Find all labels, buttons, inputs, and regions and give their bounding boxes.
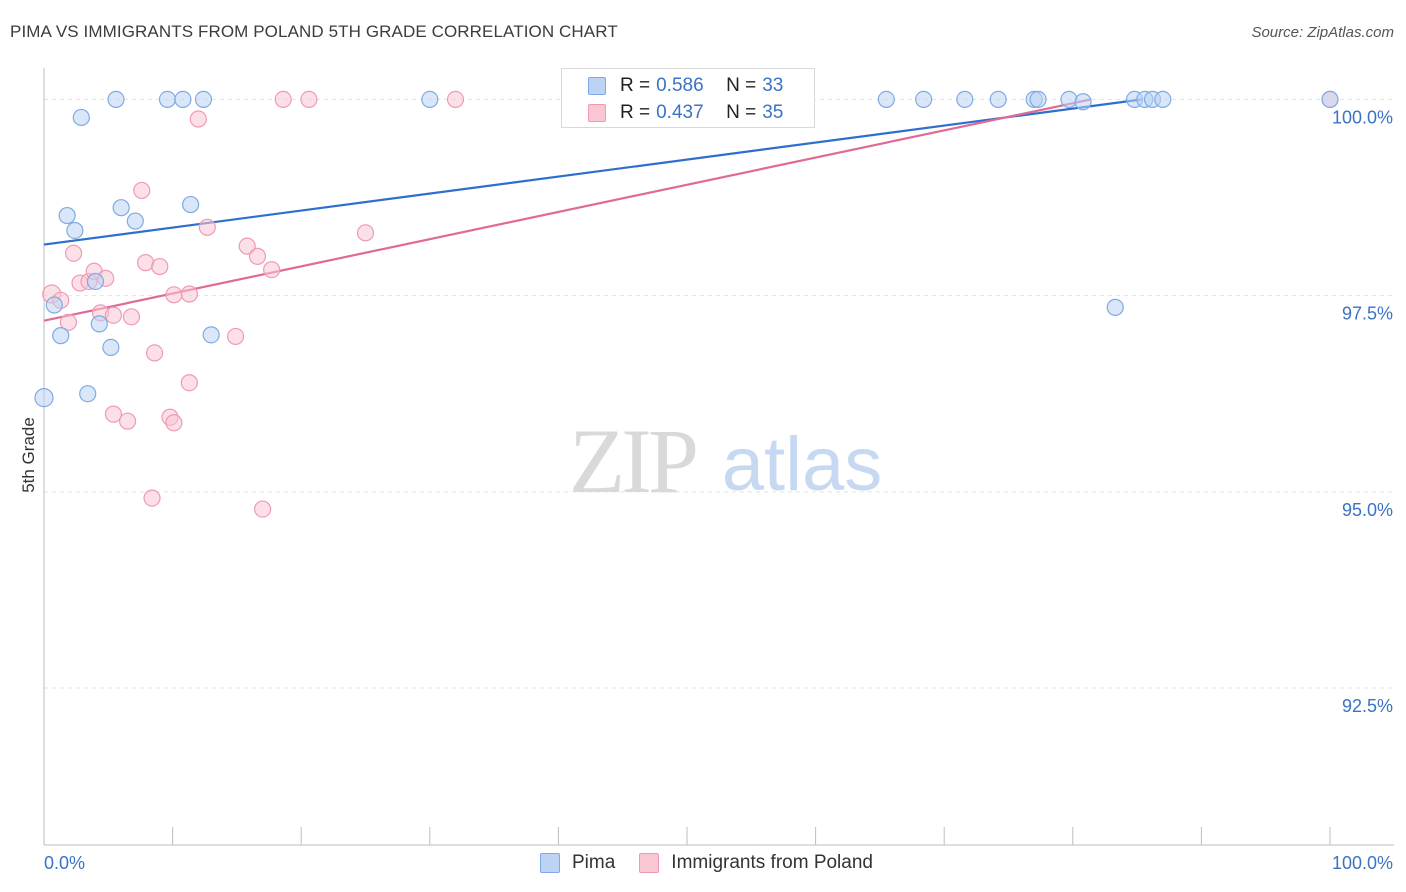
poland-point — [145, 344, 164, 362]
pima-r-label: R = — [620, 75, 651, 96]
pima-point — [1060, 90, 1078, 108]
watermark-atlas: atlas — [722, 422, 883, 507]
trend-layer — [43, 98, 1143, 322]
stats-legend-pima: R = 0.586 N = 33 — [588, 74, 783, 98]
pima-point — [1106, 298, 1124, 316]
poland-r-value: 0.437 — [656, 102, 704, 123]
pima-point — [174, 90, 192, 108]
y-tick-label: 100.0% — [1332, 107, 1393, 127]
pima-point — [66, 221, 84, 240]
legend-item-pima[interactable]: Pima — [540, 852, 615, 874]
poland-point — [446, 90, 465, 108]
poland-point — [189, 110, 207, 128]
axis-layer: 92.5% 95.0% 97.5% 100.0% — [43, 68, 1394, 846]
x-tick-label-max: 100.0% — [1332, 853, 1393, 873]
pima-point — [989, 90, 1007, 108]
pima-point — [956, 90, 974, 108]
pima-point — [86, 272, 105, 291]
poland-n-value: 35 — [762, 102, 784, 123]
poland-swatch-icon — [588, 104, 606, 122]
pima-point — [79, 385, 97, 403]
pima-point — [202, 326, 220, 344]
source-label: Source: ZipAtlas.com — [1251, 24, 1394, 41]
pima-point — [58, 206, 76, 225]
y-axis-label: 5th Grade — [19, 417, 38, 493]
poland-point — [133, 181, 151, 200]
pima-point — [52, 327, 70, 345]
pima-point — [72, 108, 90, 127]
pima-r-value: 0.586 — [656, 75, 704, 96]
pima-point — [158, 90, 177, 108]
legend-pima-label: Pima — [572, 852, 616, 873]
poland-point — [274, 90, 292, 108]
chart-title: PIMA VS IMMIGRANTS FROM POLAND 5TH GRADE… — [10, 22, 618, 41]
poland-point — [248, 247, 267, 265]
poland-point — [254, 500, 272, 518]
pima-n-label: N = — [726, 75, 757, 96]
pima-point — [182, 195, 200, 214]
grid-layer — [44, 98, 1394, 689]
pima-point — [126, 212, 144, 230]
poland-point — [118, 412, 137, 430]
pima-point — [90, 315, 108, 333]
pima-point — [112, 199, 130, 217]
poland-point — [143, 489, 161, 507]
pima-point — [1029, 90, 1047, 108]
poland-point — [180, 374, 198, 392]
x-tick-label-min: 0.0% — [44, 853, 85, 873]
poland-point — [59, 313, 78, 331]
poland-n-label: N = — [726, 102, 757, 123]
pima-trend-line — [43, 98, 1143, 246]
pima-point — [421, 90, 439, 108]
pima-point — [915, 90, 933, 108]
poland-point — [136, 254, 155, 272]
y-tick-label: 92.5% — [1342, 696, 1393, 716]
poland-point — [104, 306, 123, 324]
pima-point — [1321, 90, 1339, 108]
stats-legend-poland: R = 0.437 N = 35 — [588, 101, 783, 125]
poland-point — [64, 244, 83, 262]
poland-point — [238, 237, 256, 255]
poland-point — [165, 414, 183, 432]
poland-point — [198, 218, 216, 236]
watermark-zip: ZIP — [569, 410, 696, 512]
poland-point — [300, 90, 318, 108]
poland-point — [104, 405, 123, 423]
label-layer: 5th Grade 0.0% 100.0% — [19, 417, 1393, 873]
pima-n-value: 33 — [762, 75, 784, 96]
legend-poland-label: Immigrants from Poland — [671, 852, 873, 873]
pima-point — [1154, 90, 1172, 108]
pima-point — [107, 90, 125, 108]
y-tick-label: 95.0% — [1342, 500, 1393, 520]
poland-point — [151, 257, 169, 276]
poland-point — [165, 286, 183, 304]
poland-point — [263, 261, 281, 279]
pima-point — [194, 90, 213, 108]
pima-swatch-icon — [588, 77, 606, 95]
series-legend: Pima Immigrants from Poland — [540, 852, 897, 874]
points-layer — [34, 90, 1339, 518]
poland-point — [356, 224, 375, 242]
pima-point — [45, 296, 63, 314]
legend-poland-swatch-icon — [639, 853, 660, 873]
stats-legend: R = 0.586 N = 33 R = 0.437 N = 35 — [561, 68, 815, 128]
poland-point — [227, 327, 245, 346]
pima-point — [102, 338, 120, 357]
poland-trend-line — [43, 98, 1092, 322]
poland-point — [122, 308, 141, 326]
legend-item-poland[interactable]: Immigrants from Poland — [639, 852, 873, 874]
pima-point — [1074, 93, 1092, 111]
watermark: ZIP atlas — [569, 410, 882, 512]
legend-pima-swatch-icon — [540, 853, 560, 873]
y-tick-label: 97.5% — [1342, 304, 1393, 324]
poland-point — [180, 285, 198, 303]
pima-point — [877, 90, 895, 108]
poland-r-label: R = — [620, 102, 651, 123]
pima-point — [34, 388, 54, 408]
